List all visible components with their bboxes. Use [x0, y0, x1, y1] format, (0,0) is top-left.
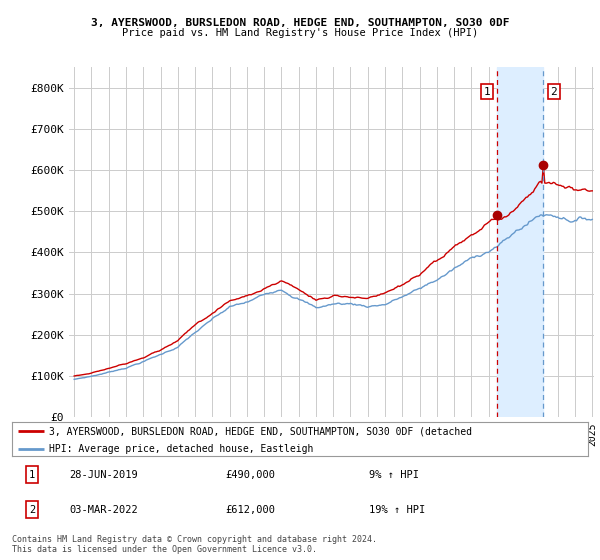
- Text: Contains HM Land Registry data © Crown copyright and database right 2024.
This d: Contains HM Land Registry data © Crown c…: [12, 535, 377, 554]
- Text: Price paid vs. HM Land Registry's House Price Index (HPI): Price paid vs. HM Land Registry's House …: [122, 28, 478, 38]
- Text: 2: 2: [550, 87, 557, 97]
- Text: £490,000: £490,000: [225, 470, 275, 479]
- Text: 1: 1: [29, 470, 35, 479]
- Text: 9% ↑ HPI: 9% ↑ HPI: [369, 470, 419, 479]
- Text: 28-JUN-2019: 28-JUN-2019: [70, 470, 139, 479]
- Text: 2: 2: [29, 505, 35, 515]
- Text: HPI: Average price, detached house, Eastleigh: HPI: Average price, detached house, East…: [49, 444, 314, 454]
- Text: 3, AYERSWOOD, BURSLEDON ROAD, HEDGE END, SOUTHAMPTON, SO30 0DF (detached: 3, AYERSWOOD, BURSLEDON ROAD, HEDGE END,…: [49, 426, 472, 436]
- Text: 1: 1: [484, 87, 490, 97]
- Text: £612,000: £612,000: [225, 505, 275, 515]
- Text: 19% ↑ HPI: 19% ↑ HPI: [369, 505, 425, 515]
- Text: 03-MAR-2022: 03-MAR-2022: [70, 505, 139, 515]
- Bar: [497, 67, 544, 417]
- Text: 3, AYERSWOOD, BURSLEDON ROAD, HEDGE END, SOUTHAMPTON, SO30 0DF: 3, AYERSWOOD, BURSLEDON ROAD, HEDGE END,…: [91, 18, 509, 28]
